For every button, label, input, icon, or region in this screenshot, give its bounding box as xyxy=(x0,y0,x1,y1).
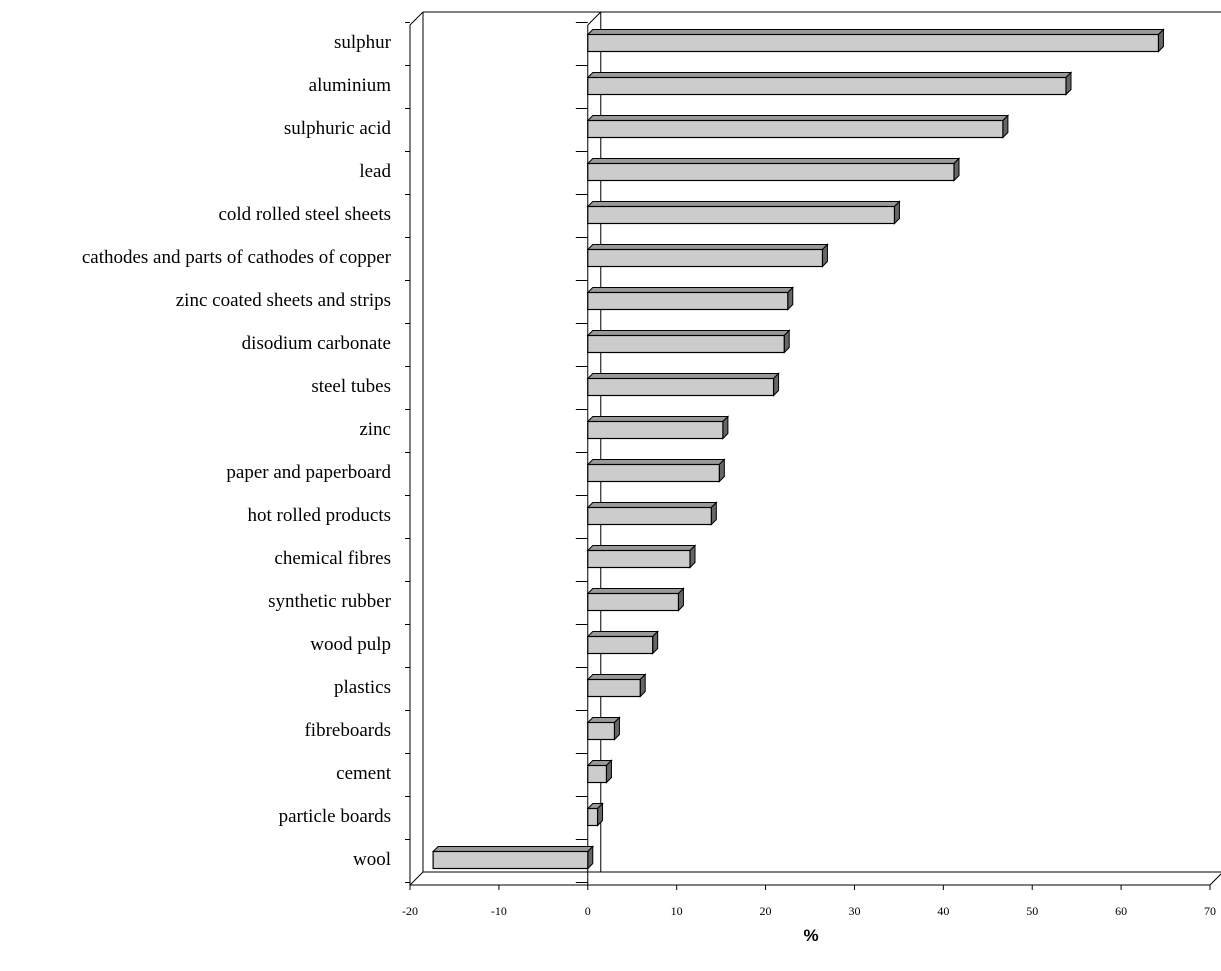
x-axis-title: % xyxy=(803,926,818,945)
bar-front-face xyxy=(587,248,824,268)
category-label: paper and paperboard xyxy=(226,462,391,483)
bar-front-face xyxy=(587,420,724,440)
category-label: sulphur xyxy=(334,32,392,53)
bar-disodium-carbonate xyxy=(586,329,791,354)
category-label: chemical fibres xyxy=(274,548,391,569)
bar-top-face xyxy=(586,459,726,465)
bar-sulphuric-acid xyxy=(586,114,1010,139)
category-label: cement xyxy=(336,763,392,784)
category-label: wool xyxy=(353,849,391,870)
bar-top-face xyxy=(586,244,829,250)
bar-front-face xyxy=(587,291,789,311)
bar-chemical-fibres xyxy=(586,544,697,569)
category-labels: sulphur aluminium sulphuric acid lead cold r… xyxy=(82,32,392,870)
category-label: fibreboards xyxy=(304,720,391,741)
bar-front-face xyxy=(587,721,616,741)
x-tick-label: 30 xyxy=(848,904,860,918)
x-axis-ticks: -20 -10 0 10 20 30 40 50 60 70 xyxy=(402,885,1216,918)
bars xyxy=(431,28,1165,870)
bar-steel-tubes xyxy=(586,372,780,397)
bar-front-face xyxy=(587,119,1004,139)
x-tick-label: -20 xyxy=(402,904,418,918)
category-label: sulphuric acid xyxy=(284,118,392,139)
bar-top-face xyxy=(586,373,780,379)
bar-plastics xyxy=(586,673,647,698)
bar-zinc xyxy=(586,415,730,440)
bar-aluminium xyxy=(586,71,1073,96)
x-tick-label: 50 xyxy=(1026,904,1038,918)
category-label: aluminium xyxy=(309,75,392,96)
bar-top-face xyxy=(586,674,647,680)
x-tick-label: 60 xyxy=(1115,904,1127,918)
floor-left-edge xyxy=(409,871,424,886)
category-label: synthetic rubber xyxy=(268,591,392,612)
category-label: disodium carbonate xyxy=(242,333,391,354)
category-label: wood pulp xyxy=(310,634,391,655)
bar-top-face xyxy=(431,846,594,852)
x-tick-label: 0 xyxy=(585,904,591,918)
floor-right-edge xyxy=(1209,873,1221,886)
category-label: lead xyxy=(359,161,391,182)
bar-fibreboards xyxy=(586,716,621,741)
bar-top-face xyxy=(586,330,791,336)
x-tick-label: -10 xyxy=(491,904,507,918)
bar-sulphur xyxy=(586,28,1165,53)
bar-wood-pulp xyxy=(586,630,659,655)
bar-wool xyxy=(431,845,594,870)
chart-frame xyxy=(405,11,1221,886)
bar-front-face xyxy=(587,76,1067,96)
category-label: zinc coated sheets and strips xyxy=(176,290,391,311)
bar-front-face xyxy=(587,678,641,698)
bar-front-face xyxy=(432,850,589,870)
bar-front-face xyxy=(587,334,785,354)
bar-top-face xyxy=(586,72,1073,78)
bar-front-face xyxy=(587,592,680,612)
bar-top-face xyxy=(586,631,659,637)
bar-top-face xyxy=(586,158,961,164)
bar-front-face xyxy=(587,463,720,483)
bar-top-face xyxy=(586,29,1165,35)
bar-front-face xyxy=(587,764,608,784)
category-label: steel tubes xyxy=(311,376,391,397)
bar-top-face xyxy=(586,201,901,207)
category-label: hot rolled products xyxy=(247,505,391,526)
bar-top-face xyxy=(586,502,718,508)
bar-lead xyxy=(586,157,961,182)
bar-front-face xyxy=(587,205,896,225)
bar-top-face xyxy=(586,287,794,293)
zero-wall-top-edge xyxy=(587,11,602,26)
x-tick-label: 70 xyxy=(1204,904,1216,918)
category-label: zinc xyxy=(359,419,391,440)
category-label: cold rolled steel sheets xyxy=(218,204,391,225)
bar-particle-boards xyxy=(586,802,604,827)
left-wall-top-edge xyxy=(409,11,424,26)
bar-hot-rolled-products xyxy=(586,501,718,526)
bar-front-face xyxy=(587,635,654,655)
bar-zinc-coated-sheets-and-strips xyxy=(586,286,794,311)
bar-top-face xyxy=(586,416,730,422)
x-tick-label: 20 xyxy=(760,904,772,918)
category-label: cathodes and parts of cathodes of copper xyxy=(82,247,392,268)
bar-synthetic-rubber xyxy=(586,587,685,612)
bar-front-face xyxy=(587,377,775,397)
category-label: plastics xyxy=(334,677,391,698)
bar-paper-and-paperboard xyxy=(586,458,726,483)
bar-cathodes-and-parts-of-cathodes-of-copper xyxy=(586,243,829,268)
bar-front-face xyxy=(587,33,1160,53)
bar-front-face xyxy=(587,807,599,827)
x-tick-label: 40 xyxy=(937,904,949,918)
x-tick-label: 10 xyxy=(671,904,683,918)
bar-top-face xyxy=(586,115,1010,121)
bar-cold-rolled-steel-sheets xyxy=(586,200,901,225)
bar-front-face xyxy=(587,506,712,526)
bar-cement xyxy=(586,759,613,784)
bar-front-face xyxy=(587,162,955,182)
category-label: particle boards xyxy=(279,806,391,827)
bar-top-face xyxy=(586,545,697,551)
bar-top-face xyxy=(586,588,685,594)
bar-front-face xyxy=(587,549,691,569)
